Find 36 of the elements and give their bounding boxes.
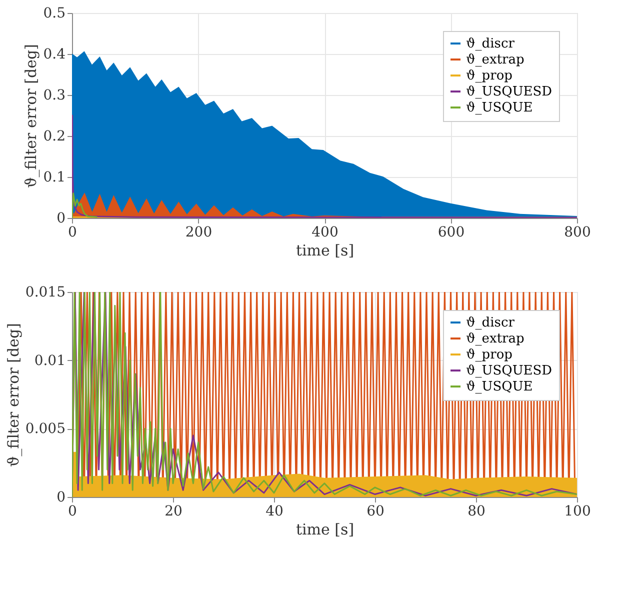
x-tick-label: 0 [68,224,77,240]
legend-label: ϑ_USQUESD [466,364,552,378]
legend-label: ϑ_USQUE [466,100,533,116]
legend-label: ϑ_prop [466,348,512,362]
legend-label: ϑ_USQUE [466,380,533,394]
legend-label: ϑ_extrap [466,332,524,346]
line-series [72,192,98,218]
x-tick-label: 40 [266,504,284,520]
y-tick-label: 0.015 [25,284,66,300]
x-tick-label: 80 [468,504,486,520]
x-tick-label: 60 [366,504,384,520]
x-tick-label: 200 [185,224,212,240]
y-tick-label: 0.4 [43,46,66,62]
y-tick-label: 0.5 [43,6,66,22]
legend-label: ϑ_discr [466,36,516,52]
legend-label: ϑ_prop [466,68,512,84]
y-axis-title: ϑ_filter error [deg] [4,323,22,467]
y-tick-label: 0.01 [34,352,66,369]
x-tick-label: 400 [312,224,338,240]
x-tick-label: 800 [564,224,591,240]
x-tick-label: 100 [564,504,591,520]
y-tick-label: 0.005 [25,421,66,438]
y-tick-label: 0 [56,490,66,506]
x-axis-title: time [s] [296,520,354,538]
y-tick-label: 0.1 [43,170,66,186]
legend-label: ϑ_USQUESD [466,84,552,100]
y-tick-label: 0 [56,210,66,226]
legend-label: ϑ_extrap [466,52,524,68]
x-tick-label: 0 [68,504,77,520]
x-tick-label: 20 [164,504,182,520]
y-tick-label: 0.2 [43,128,66,144]
x-axis-title: time [s] [296,242,354,260]
y-tick-label: 0.3 [43,88,66,104]
legend-label: ϑ_discr [466,316,516,330]
y-axis-title: ϑ_filter error [deg] [22,44,40,188]
x-tick-label: 600 [438,224,465,240]
